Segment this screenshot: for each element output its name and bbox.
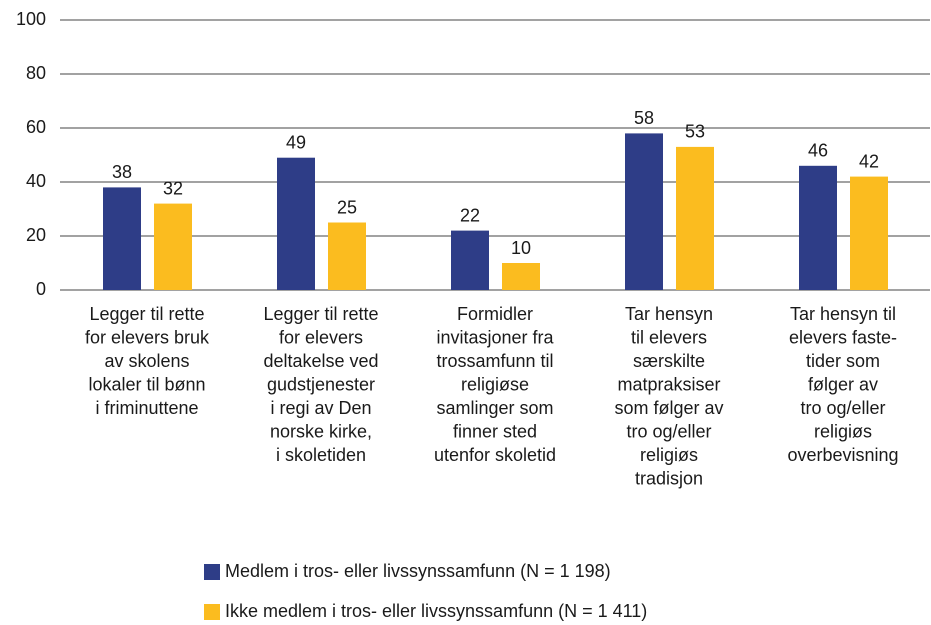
y-tick-label: 100 — [16, 9, 46, 29]
x-tick-label: i friminuttene — [95, 398, 198, 418]
x-tick-label: trossamfunn til — [436, 351, 553, 371]
y-tick-label: 80 — [26, 63, 46, 83]
x-tick-label: tro og/eller — [626, 421, 711, 441]
value-label: 58 — [634, 108, 654, 128]
value-label: 42 — [859, 151, 879, 171]
bar — [799, 165, 837, 290]
x-tick-label: deltakelse ved — [263, 351, 378, 371]
x-tick-label: av skolens — [104, 351, 189, 371]
bar — [502, 263, 540, 290]
x-tick-label: religiøse — [461, 374, 529, 394]
x-tick-label: Legger til rette — [263, 304, 378, 324]
x-tick-label: for elevers — [279, 327, 363, 347]
x-tick-label: Formidler — [457, 304, 533, 324]
value-label: 53 — [685, 122, 705, 142]
legend-label: Medlem i tros- eller livssynssamfunn (N … — [225, 561, 611, 581]
x-tick-label: som følger av — [614, 398, 723, 418]
bar — [154, 203, 192, 290]
x-tick-label: gudstjenester — [267, 374, 375, 394]
bar — [103, 187, 141, 290]
value-label: 22 — [460, 205, 480, 225]
value-label: 32 — [163, 178, 183, 198]
x-tick-label: tradisjon — [635, 468, 703, 488]
value-label: 38 — [112, 162, 132, 182]
x-tick-label: særskilte — [633, 351, 705, 371]
x-tick-label: overbevisning — [787, 445, 898, 465]
y-tick-label: 20 — [26, 225, 46, 245]
x-tick-label: samlinger som — [436, 398, 553, 418]
x-tick-label: Legger til rette — [89, 304, 204, 324]
x-tick-label: lokaler til bønn — [88, 374, 205, 394]
legend-swatch — [204, 564, 220, 580]
x-tick-label: følger av — [808, 374, 878, 394]
y-tick-label: 60 — [26, 117, 46, 137]
x-tick-label: i regi av Den — [270, 398, 371, 418]
x-tick-label: tider som — [806, 351, 880, 371]
bar — [451, 230, 489, 290]
x-tick-label: til elevers — [631, 327, 707, 347]
bar — [277, 157, 315, 290]
x-tick-label: for elevers bruk — [85, 327, 210, 347]
x-tick-label: utenfor skoletid — [434, 445, 556, 465]
x-tick-label: finner sted — [453, 421, 537, 441]
value-label: 10 — [511, 238, 531, 258]
y-tick-label: 0 — [36, 279, 46, 299]
x-tick-label: elevers faste- — [789, 327, 897, 347]
bar — [328, 222, 366, 290]
x-tick-label: i skoletiden — [276, 445, 366, 465]
legend-label: Ikke medlem i tros- eller livssynssamfun… — [225, 601, 647, 621]
x-tick-label: religiøs — [814, 421, 872, 441]
value-label: 49 — [286, 132, 306, 152]
value-label: 25 — [337, 197, 357, 217]
bar — [676, 146, 714, 290]
x-tick-label: invitasjoner fra — [436, 327, 554, 347]
x-tick-label: Tar hensyn — [625, 304, 713, 324]
bar — [625, 133, 663, 290]
value-label: 46 — [808, 141, 828, 161]
x-tick-label: tro og/eller — [800, 398, 885, 418]
x-tick-label: matpraksiser — [617, 374, 720, 394]
y-tick-label: 40 — [26, 171, 46, 191]
bar — [850, 176, 888, 290]
x-tick-label: Tar hensyn til — [790, 304, 896, 324]
legend-swatch — [204, 604, 220, 620]
x-tick-label: norske kirke, — [270, 421, 372, 441]
x-tick-label: religiøs — [640, 445, 698, 465]
